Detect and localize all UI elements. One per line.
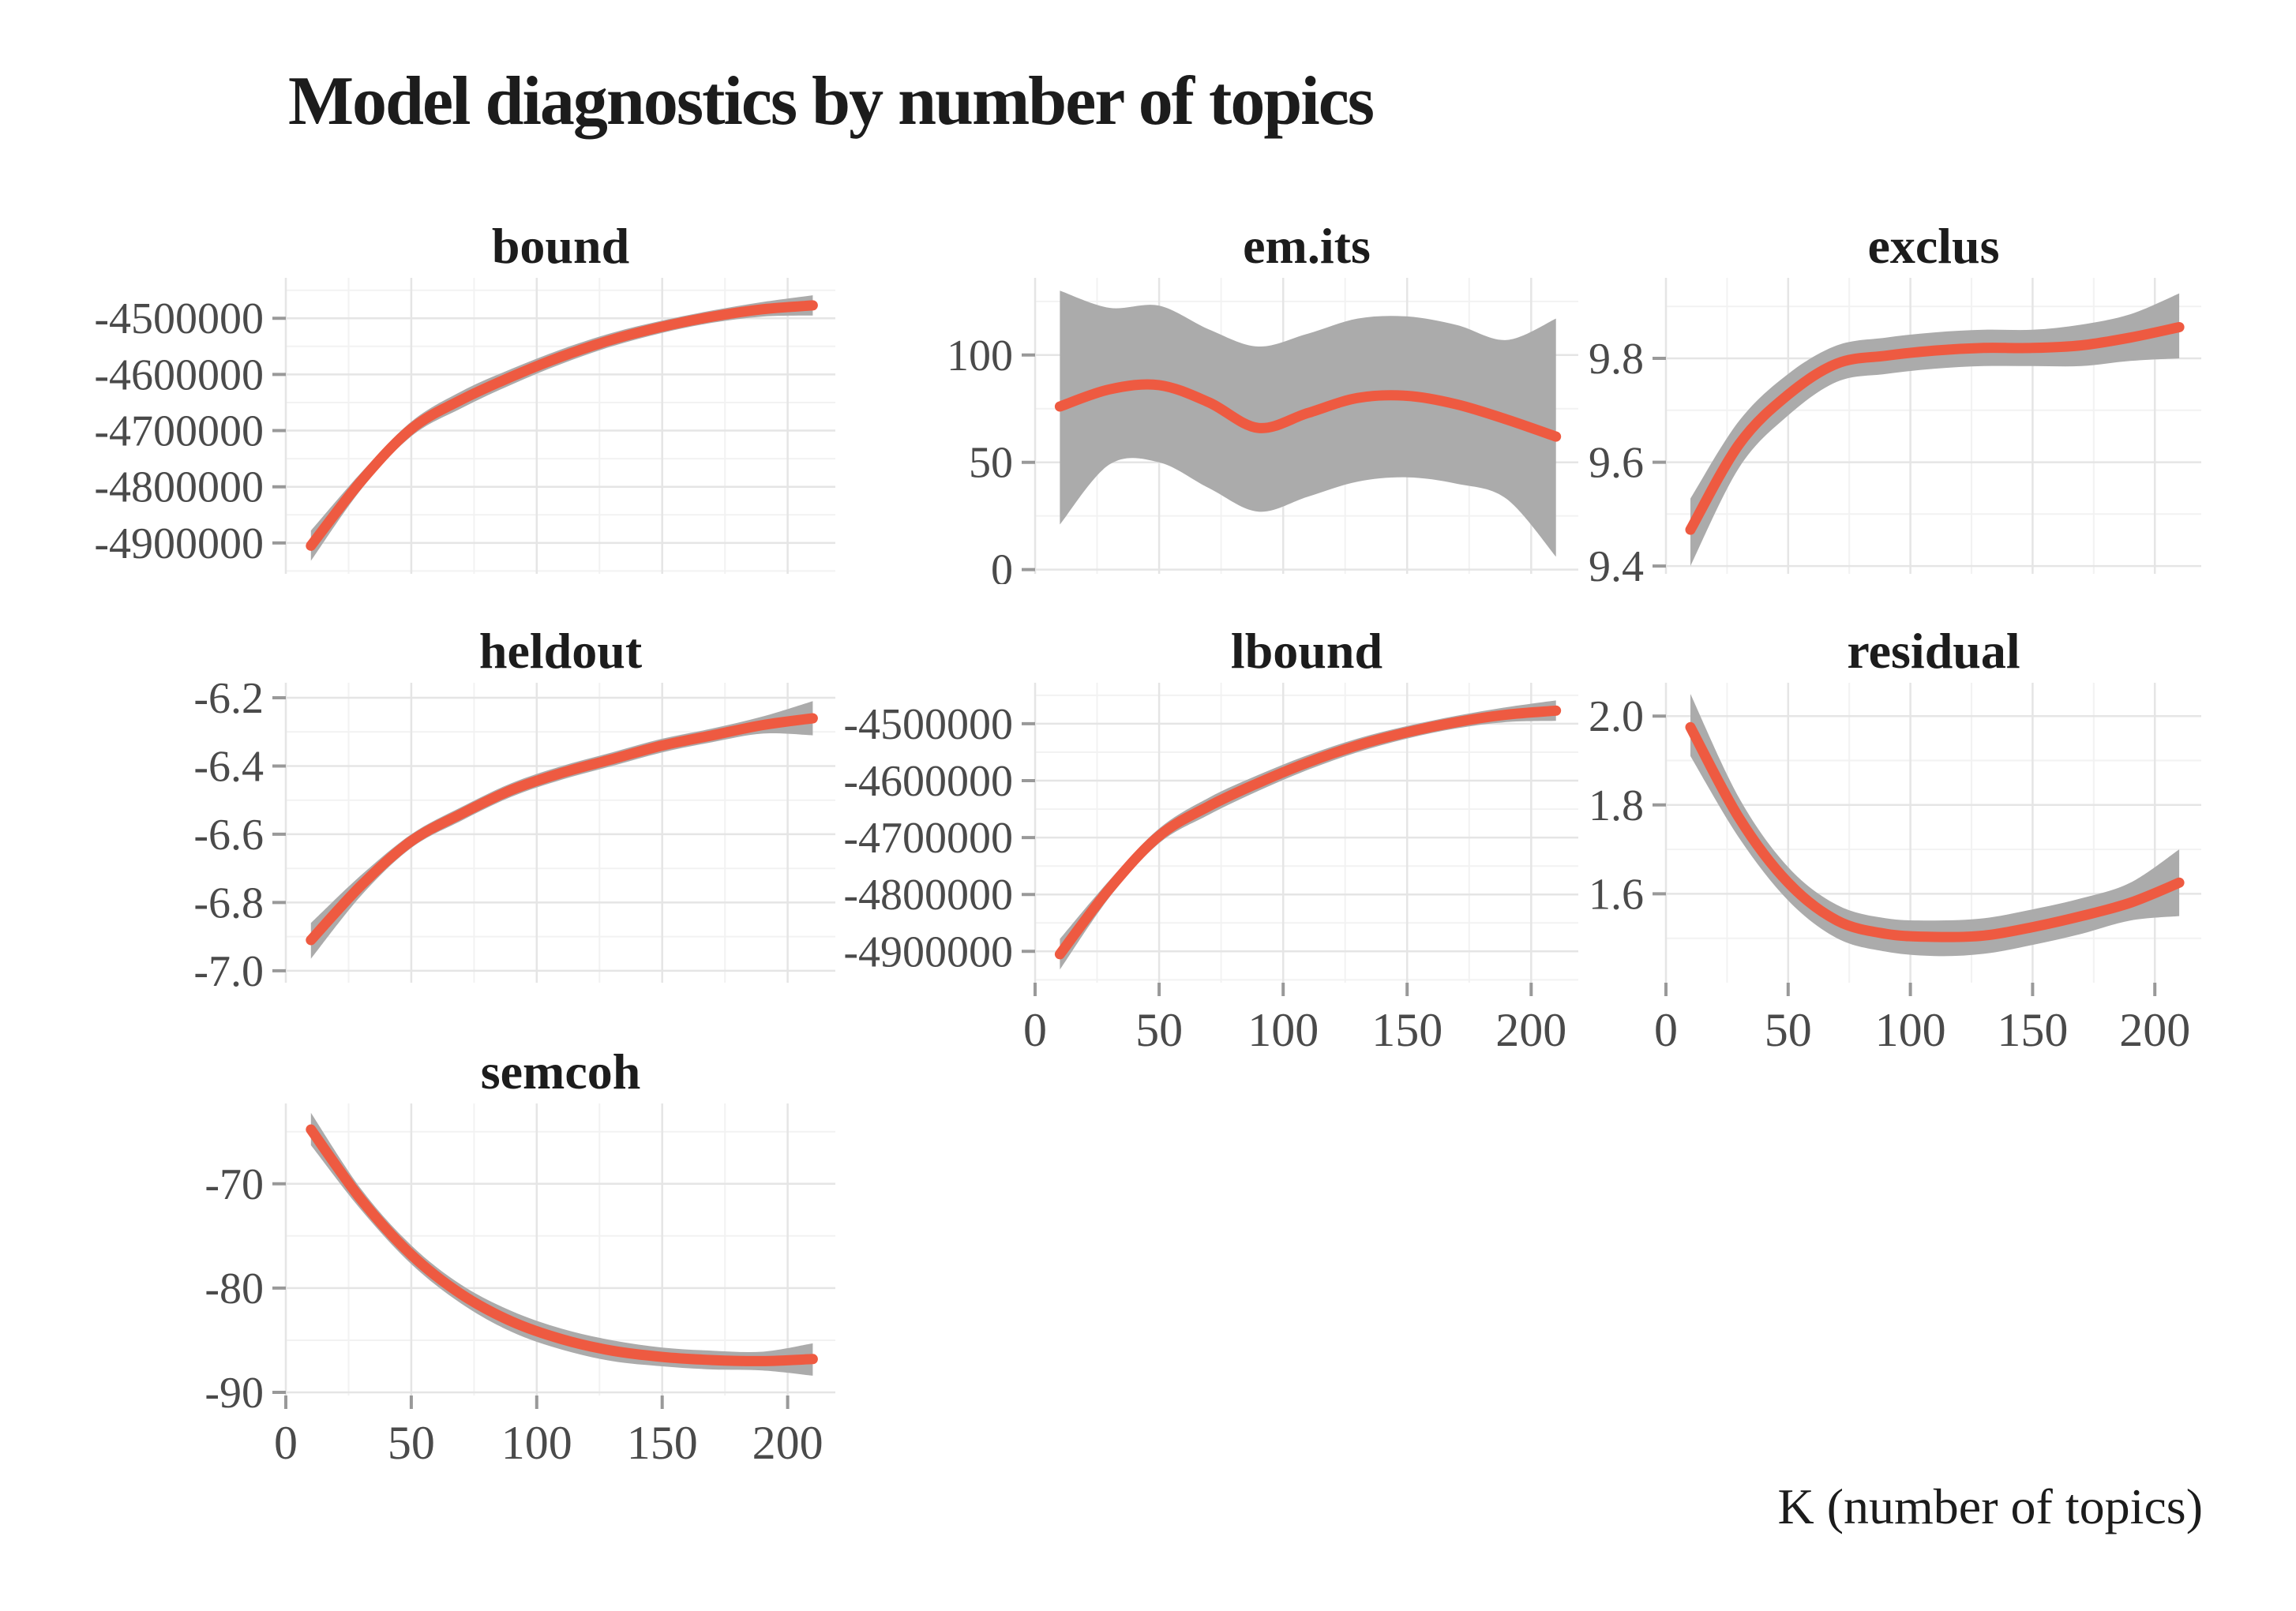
svg-text:9.4: 9.4 [1589,542,1644,584]
svg-text:-4700000: -4700000 [843,814,1013,863]
svg-text:-80: -80 [204,1264,264,1313]
svg-text:1.8: 1.8 [1589,781,1644,830]
svg-text:50: 50 [388,1417,435,1469]
page-title: Model diagnostics by number of topics [288,63,1375,140]
svg-text:200: 200 [752,1417,823,1469]
svg-text:-6.4: -6.4 [193,743,264,792]
svg-text:100: 100 [501,1417,572,1469]
svg-text:-90: -90 [204,1369,264,1418]
chart-em-its: 0 50 100 [947,278,1578,584]
svg-text:-6.2: -6.2 [193,674,264,723]
panel-title-exclus: exclus [1867,218,2000,274]
svg-text:200: 200 [2119,1004,2190,1056]
panel-em-its: em.its 0 50 100 [837,221,1585,584]
svg-text:0: 0 [274,1417,298,1469]
panel-semcoh: semcoh -90 -80 -70 0 50 100 150 200 [71,1047,842,1491]
svg-text:-4600000: -4600000 [94,350,264,399]
svg-text:-7.0: -7.0 [193,947,264,993]
svg-text:-6.8: -6.8 [193,879,264,927]
panel-title-lbound: lbound [1230,623,1383,679]
svg-text:-4600000: -4600000 [843,757,1013,806]
svg-text:1.6: 1.6 [1589,870,1644,919]
panel-exclus: exclus 9.4 9.6 9.8 [1548,221,2208,584]
svg-text:-4500000: -4500000 [94,294,264,343]
svg-text:0: 0 [1023,1004,1047,1056]
chart-residual: 1.6 1.8 2.0 0 50 100 150 200 [1589,683,2201,1056]
svg-text:-6.6: -6.6 [193,811,264,860]
panel-title-bound: bound [491,218,630,274]
svg-text:200: 200 [1495,1004,1566,1056]
svg-text:0: 0 [991,546,1013,584]
svg-text:100: 100 [947,332,1013,380]
chart-lbound: -4900000 -4800000 -4700000 -4600000 -4500000… [843,683,1578,1056]
svg-text:100: 100 [1875,1004,1946,1056]
svg-text:9.6: 9.6 [1589,439,1644,488]
svg-text:-4900000: -4900000 [843,927,1013,976]
svg-text:-4700000: -4700000 [94,407,264,456]
svg-text:9.8: 9.8 [1589,335,1644,384]
panel-title-em-its: em.its [1243,218,1371,274]
svg-text:50: 50 [969,439,1013,488]
svg-text:100: 100 [1247,1004,1319,1056]
chart-exclus: 9.4 9.6 9.8 [1589,278,2201,584]
svg-text:-4500000: -4500000 [843,700,1013,749]
svg-text:-70: -70 [204,1160,264,1209]
chart-semcoh: -90 -80 -70 0 50 100 150 200 [204,1103,835,1469]
svg-text:-4800000: -4800000 [94,463,264,512]
svg-text:-4900000: -4900000 [94,519,264,568]
panel-title-heldout: heldout [478,623,643,679]
svg-text:150: 150 [1371,1004,1443,1056]
x-axis-label: K (number of topics) [1777,1478,2203,1534]
panel-title-semcoh: semcoh [480,1043,641,1100]
svg-text:150: 150 [1997,1004,2068,1056]
panel-heldout: heldout -7.0 -6.8 -6.6 -6.4 -6.2 [71,626,842,993]
chart-bound: -4900000 -4800000 -4700000 -4600000 -4500000 [94,278,835,574]
panel-bound: bound -4900000 -4800000 -4700000 -4600000 -4… [71,221,842,584]
chart-heldout: -7.0 -6.8 -6.6 -6.4 -6.2 [193,674,835,993]
svg-text:150: 150 [627,1417,698,1469]
svg-text:2.0: 2.0 [1589,692,1644,741]
panel-title-residual: residual [1847,623,2020,679]
panel-residual: residual 1.6 1.8 2.0 0 50 100 150 200 [1548,626,2208,1074]
svg-text:50: 50 [1135,1004,1183,1056]
svg-text:-4800000: -4800000 [843,871,1013,920]
svg-text:0: 0 [1654,1004,1678,1056]
svg-text:50: 50 [1765,1004,1812,1056]
panel-lbound: lbound -4900000 -4800000 -4700000 -4600000-… [837,626,1585,1074]
